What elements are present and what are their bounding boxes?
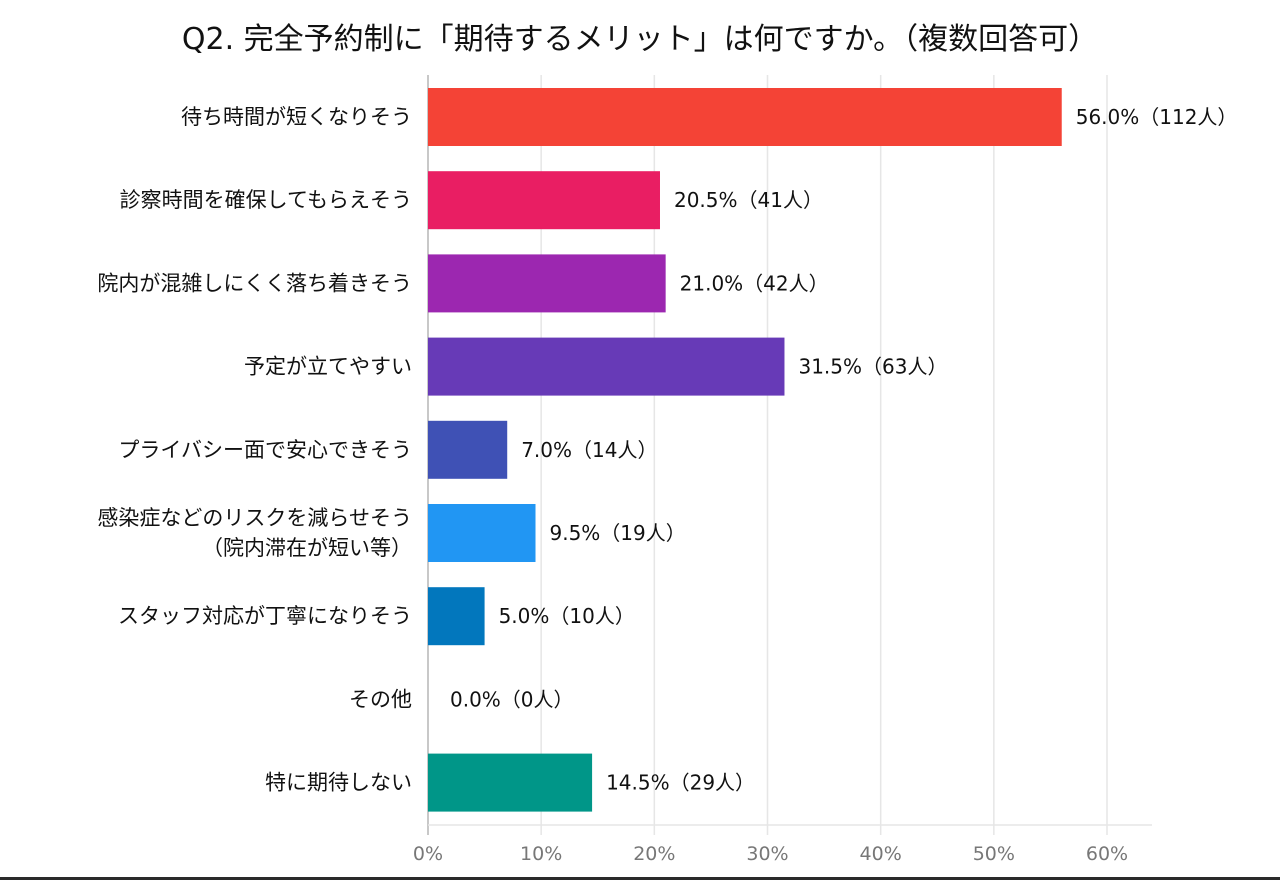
bar	[428, 420, 508, 479]
category-label: 院内が混雑しにくく落ち着きそう	[97, 271, 412, 295]
category-label: その他	[349, 687, 412, 711]
x-axis-ticks: 0% 10% 20% 30% 40% 50% 60%	[413, 843, 1128, 865]
data-label: 9.5%（19人）	[550, 521, 686, 545]
data-label: 31.5%（63人）	[798, 355, 947, 379]
bar	[428, 587, 485, 646]
category-label: 感染症などのリスクを減らせそう	[97, 506, 412, 530]
data-label: 20.5%（41人）	[674, 188, 823, 212]
bar	[428, 753, 593, 812]
x-tick-label: 30%	[746, 843, 788, 865]
data-label: 7.0%（14人）	[521, 438, 657, 462]
chart-title: Q2. 完全予約制に「期待するメリット」は何ですか。（複数回答可）	[181, 22, 1099, 57]
x-tick-label: 20%	[633, 843, 675, 865]
category-labels: 待ち時間が短くなりそう診察時間を確保してもらえそう院内が混雑しにくく落ち着きそう…	[97, 105, 412, 795]
x-tick-label: 40%	[860, 843, 902, 865]
bar	[428, 88, 1062, 146]
category-label: プライバシー面で安心できそう	[118, 438, 412, 462]
bar	[428, 171, 660, 230]
bottom-border	[0, 877, 1280, 880]
x-tick-label: 50%	[973, 843, 1015, 865]
data-label: 0.0%（0人）	[450, 687, 574, 711]
x-tick-label: 60%	[1086, 843, 1128, 865]
data-label: 5.0%（10人）	[499, 604, 635, 628]
bars	[428, 88, 1062, 812]
category-label: 待ち時間が短くなりそう	[181, 105, 412, 129]
bar	[428, 504, 536, 562]
bar	[428, 254, 666, 313]
category-label: スタッフ対応が丁寧になりそう	[118, 604, 412, 628]
category-label: 予定が立てやすい	[244, 355, 412, 379]
category-label: （院内滞在が短い等）	[202, 536, 412, 560]
category-label: 特に期待しない	[265, 771, 412, 795]
category-label: 診察時間を確保してもらえそう	[120, 188, 412, 212]
data-label: 21.0%（42人）	[680, 271, 829, 295]
data-label: 14.5%（29人）	[606, 771, 755, 795]
bar	[428, 337, 785, 396]
data-label: 56.0%（112人）	[1076, 105, 1238, 129]
x-tick-label: 0%	[413, 843, 443, 865]
data-labels: 56.0%（112人） 20.5%（41人） 21.0%（42人） 31.5%（63人…	[450, 105, 1237, 795]
x-tick-label: 10%	[520, 843, 562, 865]
